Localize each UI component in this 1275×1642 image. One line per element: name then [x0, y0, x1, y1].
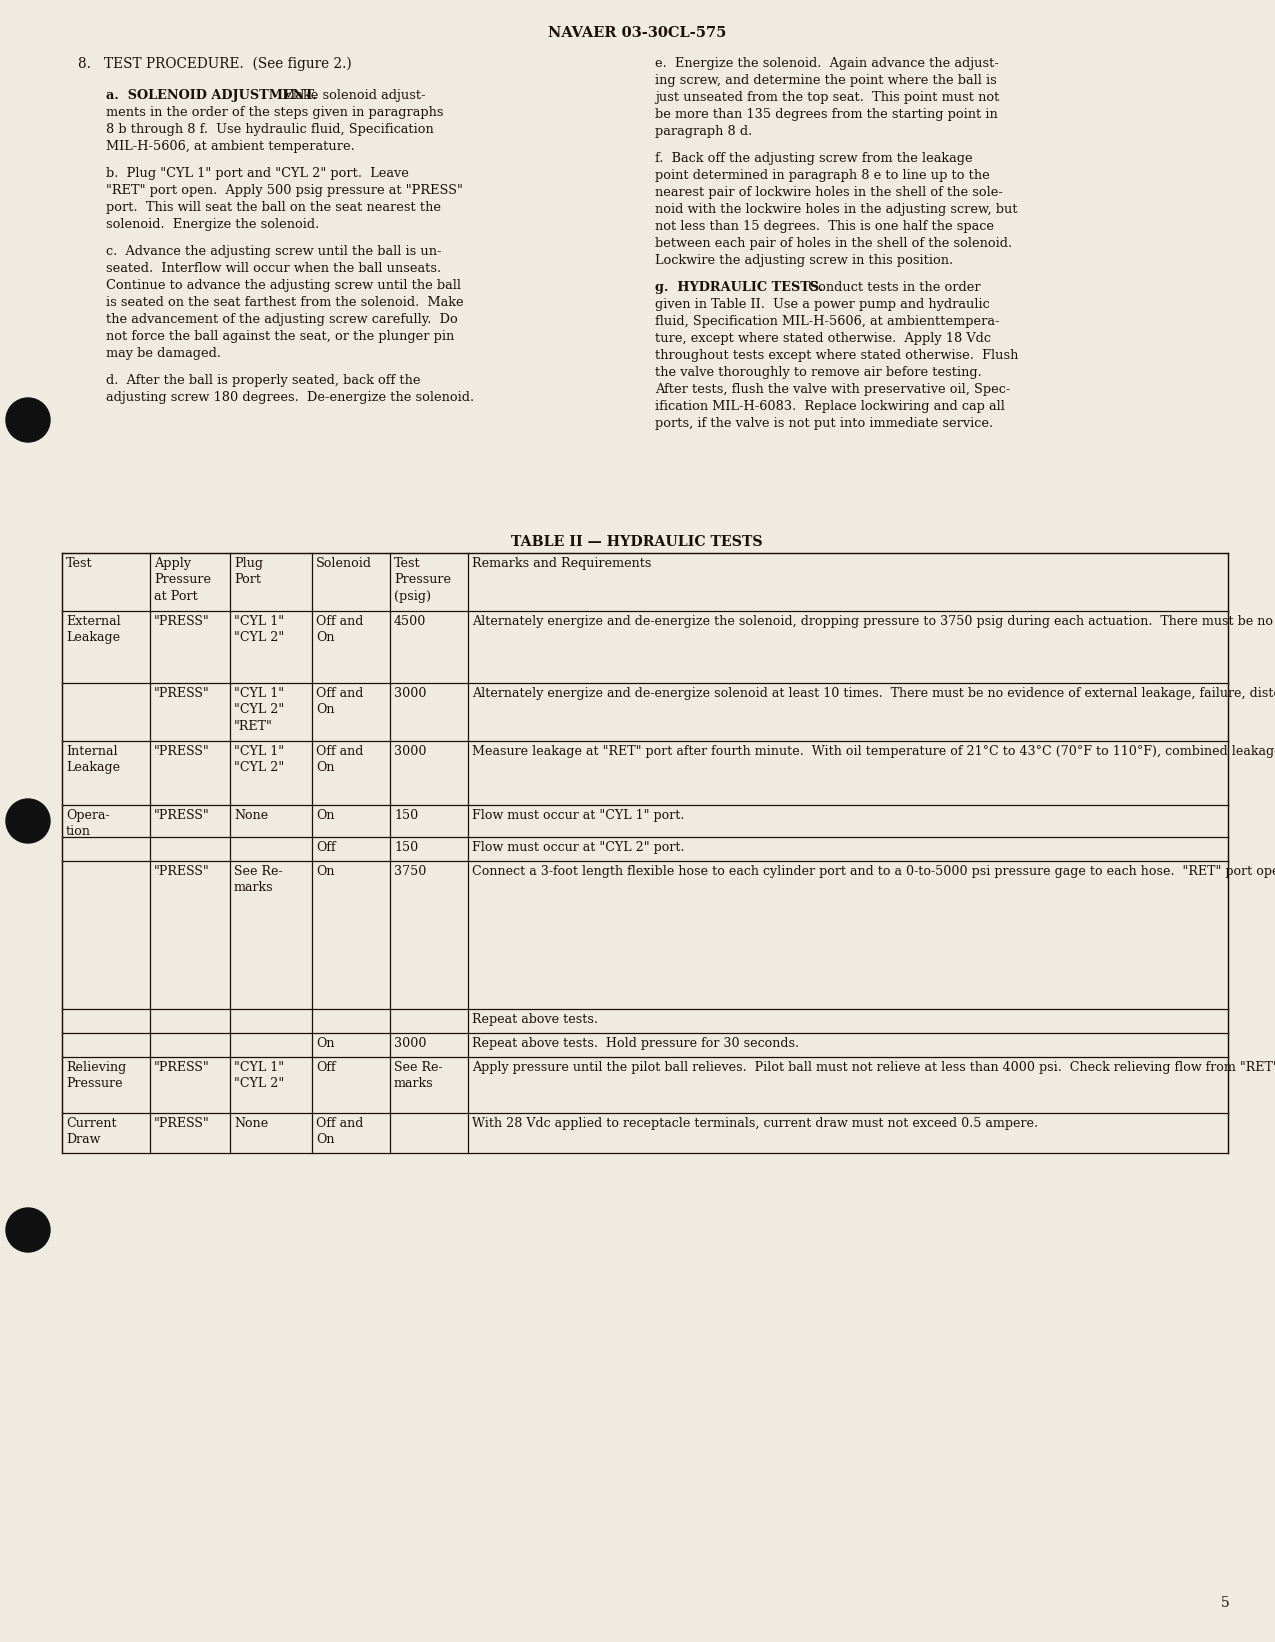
Text: Current
Draw: Current Draw [66, 1117, 116, 1146]
Text: seated.  Interflow will occur when the ball unseats.: seated. Interflow will occur when the ba… [106, 263, 441, 274]
Text: Measure leakage at "RET" port after fourth minute.  With oil temperature of 21°C: Measure leakage at "RET" port after four… [472, 745, 1275, 759]
Text: "PRESS": "PRESS" [154, 1061, 210, 1074]
Text: Internal
Leakage: Internal Leakage [66, 745, 120, 775]
Text: not force the ball against the seat, or the plunger pin: not force the ball against the seat, or … [106, 330, 454, 343]
Text: a.  SOLENOID ADJUSTMENT.: a. SOLENOID ADJUSTMENT. [106, 89, 317, 102]
Text: Continue to advance the adjusting screw until the ball: Continue to advance the adjusting screw … [106, 279, 462, 292]
Text: nearest pair of lockwire holes in the shell of the sole-: nearest pair of lockwire holes in the sh… [655, 186, 1003, 199]
Circle shape [6, 397, 50, 442]
Text: TABLE II — HYDRAULIC TESTS: TABLE II — HYDRAULIC TESTS [511, 535, 762, 548]
Text: With 28 Vdc applied to receptacle terminals, current draw must not exceed 0.5 am: With 28 Vdc applied to receptacle termin… [472, 1117, 1038, 1130]
Text: 150: 150 [394, 810, 418, 823]
Text: 8 b through 8 f.  Use hydraulic fluid, Specification: 8 b through 8 f. Use hydraulic fluid, Sp… [106, 123, 434, 136]
Text: Apply
Pressure
at Port: Apply Pressure at Port [154, 557, 210, 603]
Text: Connect a 3-foot length flexible hose to each cylinder port and to a 0-to-5000 p: Connect a 3-foot length flexible hose to… [472, 865, 1275, 878]
Text: "PRESS": "PRESS" [154, 810, 210, 823]
Text: the valve thoroughly to remove air before testing.: the valve thoroughly to remove air befor… [655, 366, 982, 379]
Text: None: None [235, 1117, 268, 1130]
Text: be more than 135 degrees from the starting point in: be more than 135 degrees from the starti… [655, 108, 998, 122]
Text: fluid, Specification MIL-H-5606, at ambienttempera-: fluid, Specification MIL-H-5606, at ambi… [655, 315, 1000, 328]
Text: Off and
On: Off and On [316, 686, 363, 716]
Text: f.  Back off the adjusting screw from the leakage: f. Back off the adjusting screw from the… [655, 153, 973, 164]
Text: is seated on the seat farthest from the solenoid.  Make: is seated on the seat farthest from the … [106, 296, 464, 309]
Text: After tests, flush the valve with preservative oil, Spec-: After tests, flush the valve with preser… [655, 383, 1010, 396]
Text: c.  Advance the adjusting screw until the ball is un-: c. Advance the adjusting screw until the… [106, 245, 441, 258]
Text: solenoid.  Energize the solenoid.: solenoid. Energize the solenoid. [106, 218, 319, 232]
Text: ing screw, and determine the point where the ball is: ing screw, and determine the point where… [655, 74, 997, 87]
Text: 150: 150 [394, 841, 418, 854]
Text: adjusting screw 180 degrees.  De-energize the solenoid.: adjusting screw 180 degrees. De-energize… [106, 391, 474, 404]
Text: NAVAER 03-30CL-575: NAVAER 03-30CL-575 [548, 26, 727, 39]
Text: Relieving
Pressure: Relieving Pressure [66, 1061, 126, 1090]
Text: None: None [235, 810, 268, 823]
Text: paragraph 8 d.: paragraph 8 d. [655, 125, 752, 138]
Text: External
Leakage: External Leakage [66, 616, 121, 644]
Text: e.  Energize the solenoid.  Again advance the adjust-: e. Energize the solenoid. Again advance … [655, 57, 998, 71]
Text: On: On [316, 1038, 334, 1049]
Text: Repeat above tests.  Hold pressure for 30 seconds.: Repeat above tests. Hold pressure for 30… [472, 1038, 799, 1049]
Text: 3750: 3750 [394, 865, 426, 878]
Text: d.  After the ball is properly seated, back off the: d. After the ball is properly seated, ba… [106, 374, 421, 388]
Text: See Re-
marks: See Re- marks [394, 1061, 442, 1090]
Text: Make solenoid adjust-: Make solenoid adjust- [274, 89, 426, 102]
Text: 4500: 4500 [394, 616, 426, 627]
Text: Test
Pressure
(psig): Test Pressure (psig) [394, 557, 451, 603]
Text: 5: 5 [1221, 1596, 1230, 1611]
Text: port.  This will seat the ball on the seat nearest the: port. This will seat the ball on the sea… [106, 200, 441, 213]
Text: "CYL 1"
"CYL 2"
"RET": "CYL 1" "CYL 2" "RET" [235, 686, 284, 732]
Text: MIL-H-5606, at ambient temperature.: MIL-H-5606, at ambient temperature. [106, 140, 354, 153]
Text: ture, except where stated otherwise.  Apply 18 Vdc: ture, except where stated otherwise. App… [655, 332, 991, 345]
Text: Off and
On: Off and On [316, 616, 363, 644]
Text: Flow must occur at "CYL 1" port.: Flow must occur at "CYL 1" port. [472, 810, 685, 823]
Text: "PRESS": "PRESS" [154, 865, 210, 878]
Text: Off and
On: Off and On [316, 745, 363, 775]
Text: Solenoid: Solenoid [316, 557, 372, 570]
Circle shape [6, 1209, 50, 1251]
Text: ments in the order of the steps given in paragraphs: ments in the order of the steps given in… [106, 107, 444, 118]
Text: "PRESS": "PRESS" [154, 616, 210, 627]
Text: b.  Plug "CYL 1" port and "CYL 2" port.  Leave: b. Plug "CYL 1" port and "CYL 2" port. L… [106, 167, 409, 181]
Text: "PRESS": "PRESS" [154, 686, 210, 699]
Text: Apply pressure until the pilot ball relieves.  Pilot ball must not relieve at le: Apply pressure until the pilot ball reli… [472, 1061, 1275, 1074]
Text: Conduct tests in the order: Conduct tests in the order [799, 281, 980, 294]
Text: See Re-
marks: See Re- marks [235, 865, 283, 895]
Text: not less than 15 degrees.  This is one half the space: not less than 15 degrees. This is one ha… [655, 220, 994, 233]
Text: g.  HYDRAULIC TESTS.: g. HYDRAULIC TESTS. [655, 281, 822, 294]
Text: throughout tests except where stated otherwise.  Flush: throughout tests except where stated oth… [655, 350, 1019, 361]
Text: Alternately energize and de-energize the solenoid, dropping pressure to 3750 psi: Alternately energize and de-energize the… [472, 616, 1275, 627]
Text: Flow must occur at "CYL 2" port.: Flow must occur at "CYL 2" port. [472, 841, 685, 854]
Text: Off: Off [316, 1061, 335, 1074]
Text: 3000: 3000 [394, 745, 427, 759]
Text: may be damaged.: may be damaged. [106, 346, 221, 360]
Text: given in Table II.  Use a power pump and hydraulic: given in Table II. Use a power pump and … [655, 297, 989, 310]
Text: 3000: 3000 [394, 686, 427, 699]
Text: Plug
Port: Plug Port [235, 557, 263, 586]
Text: the advancement of the adjusting screw carefully.  Do: the advancement of the adjusting screw c… [106, 314, 458, 327]
Text: On: On [316, 865, 334, 878]
Text: Lockwire the adjusting screw in this position.: Lockwire the adjusting screw in this pos… [655, 255, 954, 268]
Text: Test: Test [66, 557, 93, 570]
Text: Remarks and Requirements: Remarks and Requirements [472, 557, 652, 570]
Text: Off: Off [316, 841, 335, 854]
Circle shape [6, 800, 50, 842]
Text: between each pair of holes in the shell of the solenoid.: between each pair of holes in the shell … [655, 236, 1012, 250]
Text: "PRESS": "PRESS" [154, 745, 210, 759]
Text: point determined in paragraph 8 e to line up to the: point determined in paragraph 8 e to lin… [655, 169, 989, 182]
Text: ification MIL-H-6083.  Replace lockwiring and cap all: ification MIL-H-6083. Replace lockwiring… [655, 401, 1005, 414]
Text: Opera-
tion: Opera- tion [66, 810, 110, 839]
Text: "CYL 1"
"CYL 2": "CYL 1" "CYL 2" [235, 616, 284, 644]
Text: noid with the lockwire holes in the adjusting screw, but: noid with the lockwire holes in the adju… [655, 204, 1017, 217]
Text: 8.   TEST PROCEDURE.  (See figure 2.): 8. TEST PROCEDURE. (See figure 2.) [78, 57, 352, 71]
Text: "PRESS": "PRESS" [154, 1117, 210, 1130]
Text: 3000: 3000 [394, 1038, 427, 1049]
Text: Repeat above tests.: Repeat above tests. [472, 1013, 598, 1026]
Text: "CYL 1"
"CYL 2": "CYL 1" "CYL 2" [235, 745, 284, 775]
Text: just unseated from the top seat.  This point must not: just unseated from the top seat. This po… [655, 90, 1000, 103]
Text: "CYL 1"
"CYL 2": "CYL 1" "CYL 2" [235, 1061, 284, 1090]
Text: Alternately energize and de-energize solenoid at least 10 times.  There must be : Alternately energize and de-energize sol… [472, 686, 1275, 699]
Text: ports, if the valve is not put into immediate service.: ports, if the valve is not put into imme… [655, 417, 993, 430]
Text: On: On [316, 810, 334, 823]
Text: "RET" port open.  Apply 500 psig pressure at "PRESS": "RET" port open. Apply 500 psig pressure… [106, 184, 463, 197]
Text: Off and
On: Off and On [316, 1117, 363, 1146]
